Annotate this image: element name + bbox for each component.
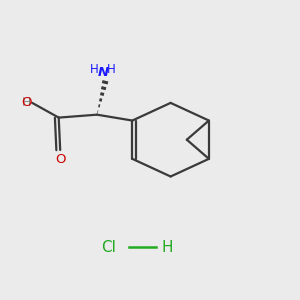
Text: H: H: [90, 63, 98, 76]
Text: O: O: [55, 153, 65, 166]
Text: N: N: [97, 66, 109, 79]
Text: H: H: [162, 240, 173, 255]
Text: H: H: [107, 63, 116, 76]
Text: H: H: [21, 96, 31, 110]
Text: Cl: Cl: [101, 240, 116, 255]
Text: O: O: [21, 96, 32, 110]
